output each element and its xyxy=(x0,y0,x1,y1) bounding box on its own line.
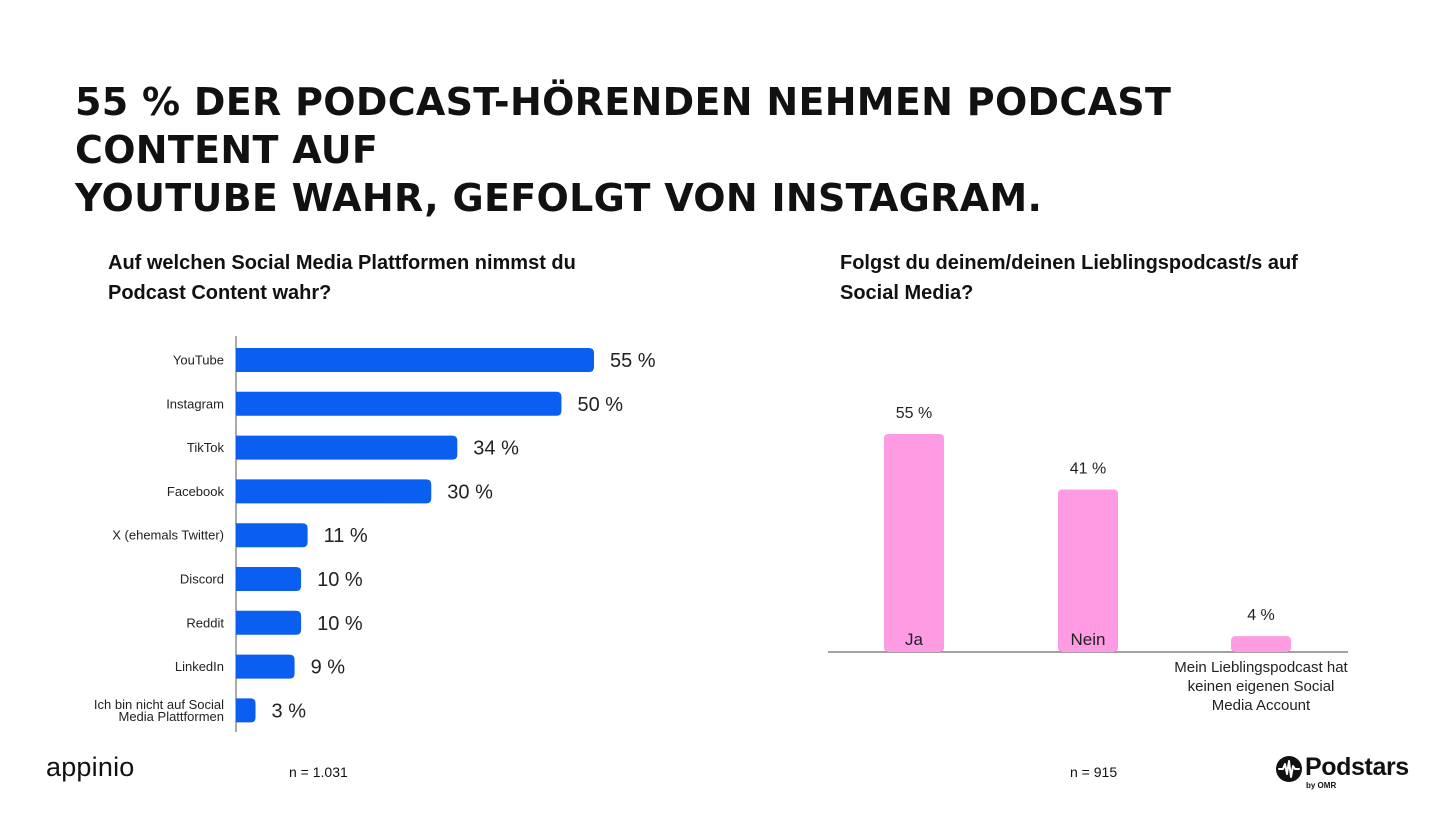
podstars-subline: by OMR xyxy=(1306,781,1337,790)
category-label: Instagram xyxy=(166,396,224,411)
right-question-line-1: Folgst du deinem/deinen Lieblingspodcast… xyxy=(840,252,1298,274)
bar-1 xyxy=(236,391,562,416)
category-label: Facebook xyxy=(167,484,225,499)
bar-7 xyxy=(236,654,295,679)
bar-4 xyxy=(236,523,308,548)
value-label: 55 % xyxy=(610,350,656,372)
category-label-below: keinen eigenen Social xyxy=(1188,678,1335,695)
bar-5 xyxy=(236,567,302,591)
right-question: Folgst du deinem/deinen Lieblingspodcast… xyxy=(840,248,1400,308)
left-sample-size: n = 1.031 xyxy=(289,764,348,780)
value-label: 10 % xyxy=(317,569,363,591)
category-label: LinkedIn xyxy=(175,659,224,674)
headline-line-2: YOUTUBE WAHR, GEFOLGT VON INSTAGRAM. xyxy=(75,176,1043,220)
bar-0 xyxy=(884,434,944,652)
podstars-waveform-icon xyxy=(1276,756,1302,782)
podstars-wordmark: Podstars xyxy=(1305,753,1409,781)
value-label: 4 % xyxy=(1247,607,1275,624)
category-label: YouTube xyxy=(173,353,224,368)
left-question-line-1: Auf welchen Social Media Plattformen nim… xyxy=(108,252,576,274)
left-question-line-2: Podcast Content wahr? xyxy=(108,282,332,304)
platforms-bar-chart: YouTube 55 % Instagram 50 % TikTok 34 % Facebo… xyxy=(94,336,656,732)
category-label: Discord xyxy=(180,572,224,587)
value-label: 34 % xyxy=(473,438,519,460)
value-label: 50 % xyxy=(577,394,623,416)
category-label: Reddit xyxy=(186,615,224,630)
value-label: 55 % xyxy=(896,405,932,422)
category-label: Ich bin nicht auf Social xyxy=(94,697,224,712)
left-question: Auf welchen Social Media Plattformen nim… xyxy=(108,248,668,308)
value-label: 11 % xyxy=(324,525,368,547)
bar-1 xyxy=(1058,489,1118,652)
category-label: TikTok xyxy=(187,440,225,455)
appinio-logo: appinio xyxy=(46,752,135,782)
value-label: 3 % xyxy=(272,700,307,722)
follow-bar-chart: 55 % Ja 41 % Nein 4 % Mein Lieblingspodcast h… xyxy=(828,405,1349,714)
value-label: 9 % xyxy=(311,657,346,679)
value-label: 41 % xyxy=(1070,460,1106,477)
bar-8 xyxy=(236,698,256,723)
category-label: Media Plattformen xyxy=(119,709,225,724)
category-label-below: Media Account xyxy=(1212,697,1311,714)
bar-6 xyxy=(236,610,302,635)
right-sample-size: n = 915 xyxy=(1070,764,1118,780)
bar-3 xyxy=(236,479,432,504)
bar-0 xyxy=(236,348,594,372)
headline-line-1: 55 % DER PODCAST-HÖRENDEN NEHMEN PODCAST… xyxy=(75,80,1172,172)
headline: 55 % DER PODCAST-HÖRENDEN NEHMEN PODCAST… xyxy=(75,78,1375,222)
category-label-inside: Ja xyxy=(905,630,924,649)
category-label: X (ehemals Twitter) xyxy=(112,528,224,543)
category-label-inside: Nein xyxy=(1071,630,1106,649)
value-label: 10 % xyxy=(317,613,363,635)
value-label: 30 % xyxy=(447,481,493,503)
category-label-below: Mein Lieblingspodcast hat xyxy=(1174,659,1348,676)
right-question-line-2: Social Media? xyxy=(840,282,974,304)
bar-2 xyxy=(236,435,458,460)
bar-2 xyxy=(1231,636,1291,652)
podstars-logo: Podstars by OMR xyxy=(1276,753,1416,794)
